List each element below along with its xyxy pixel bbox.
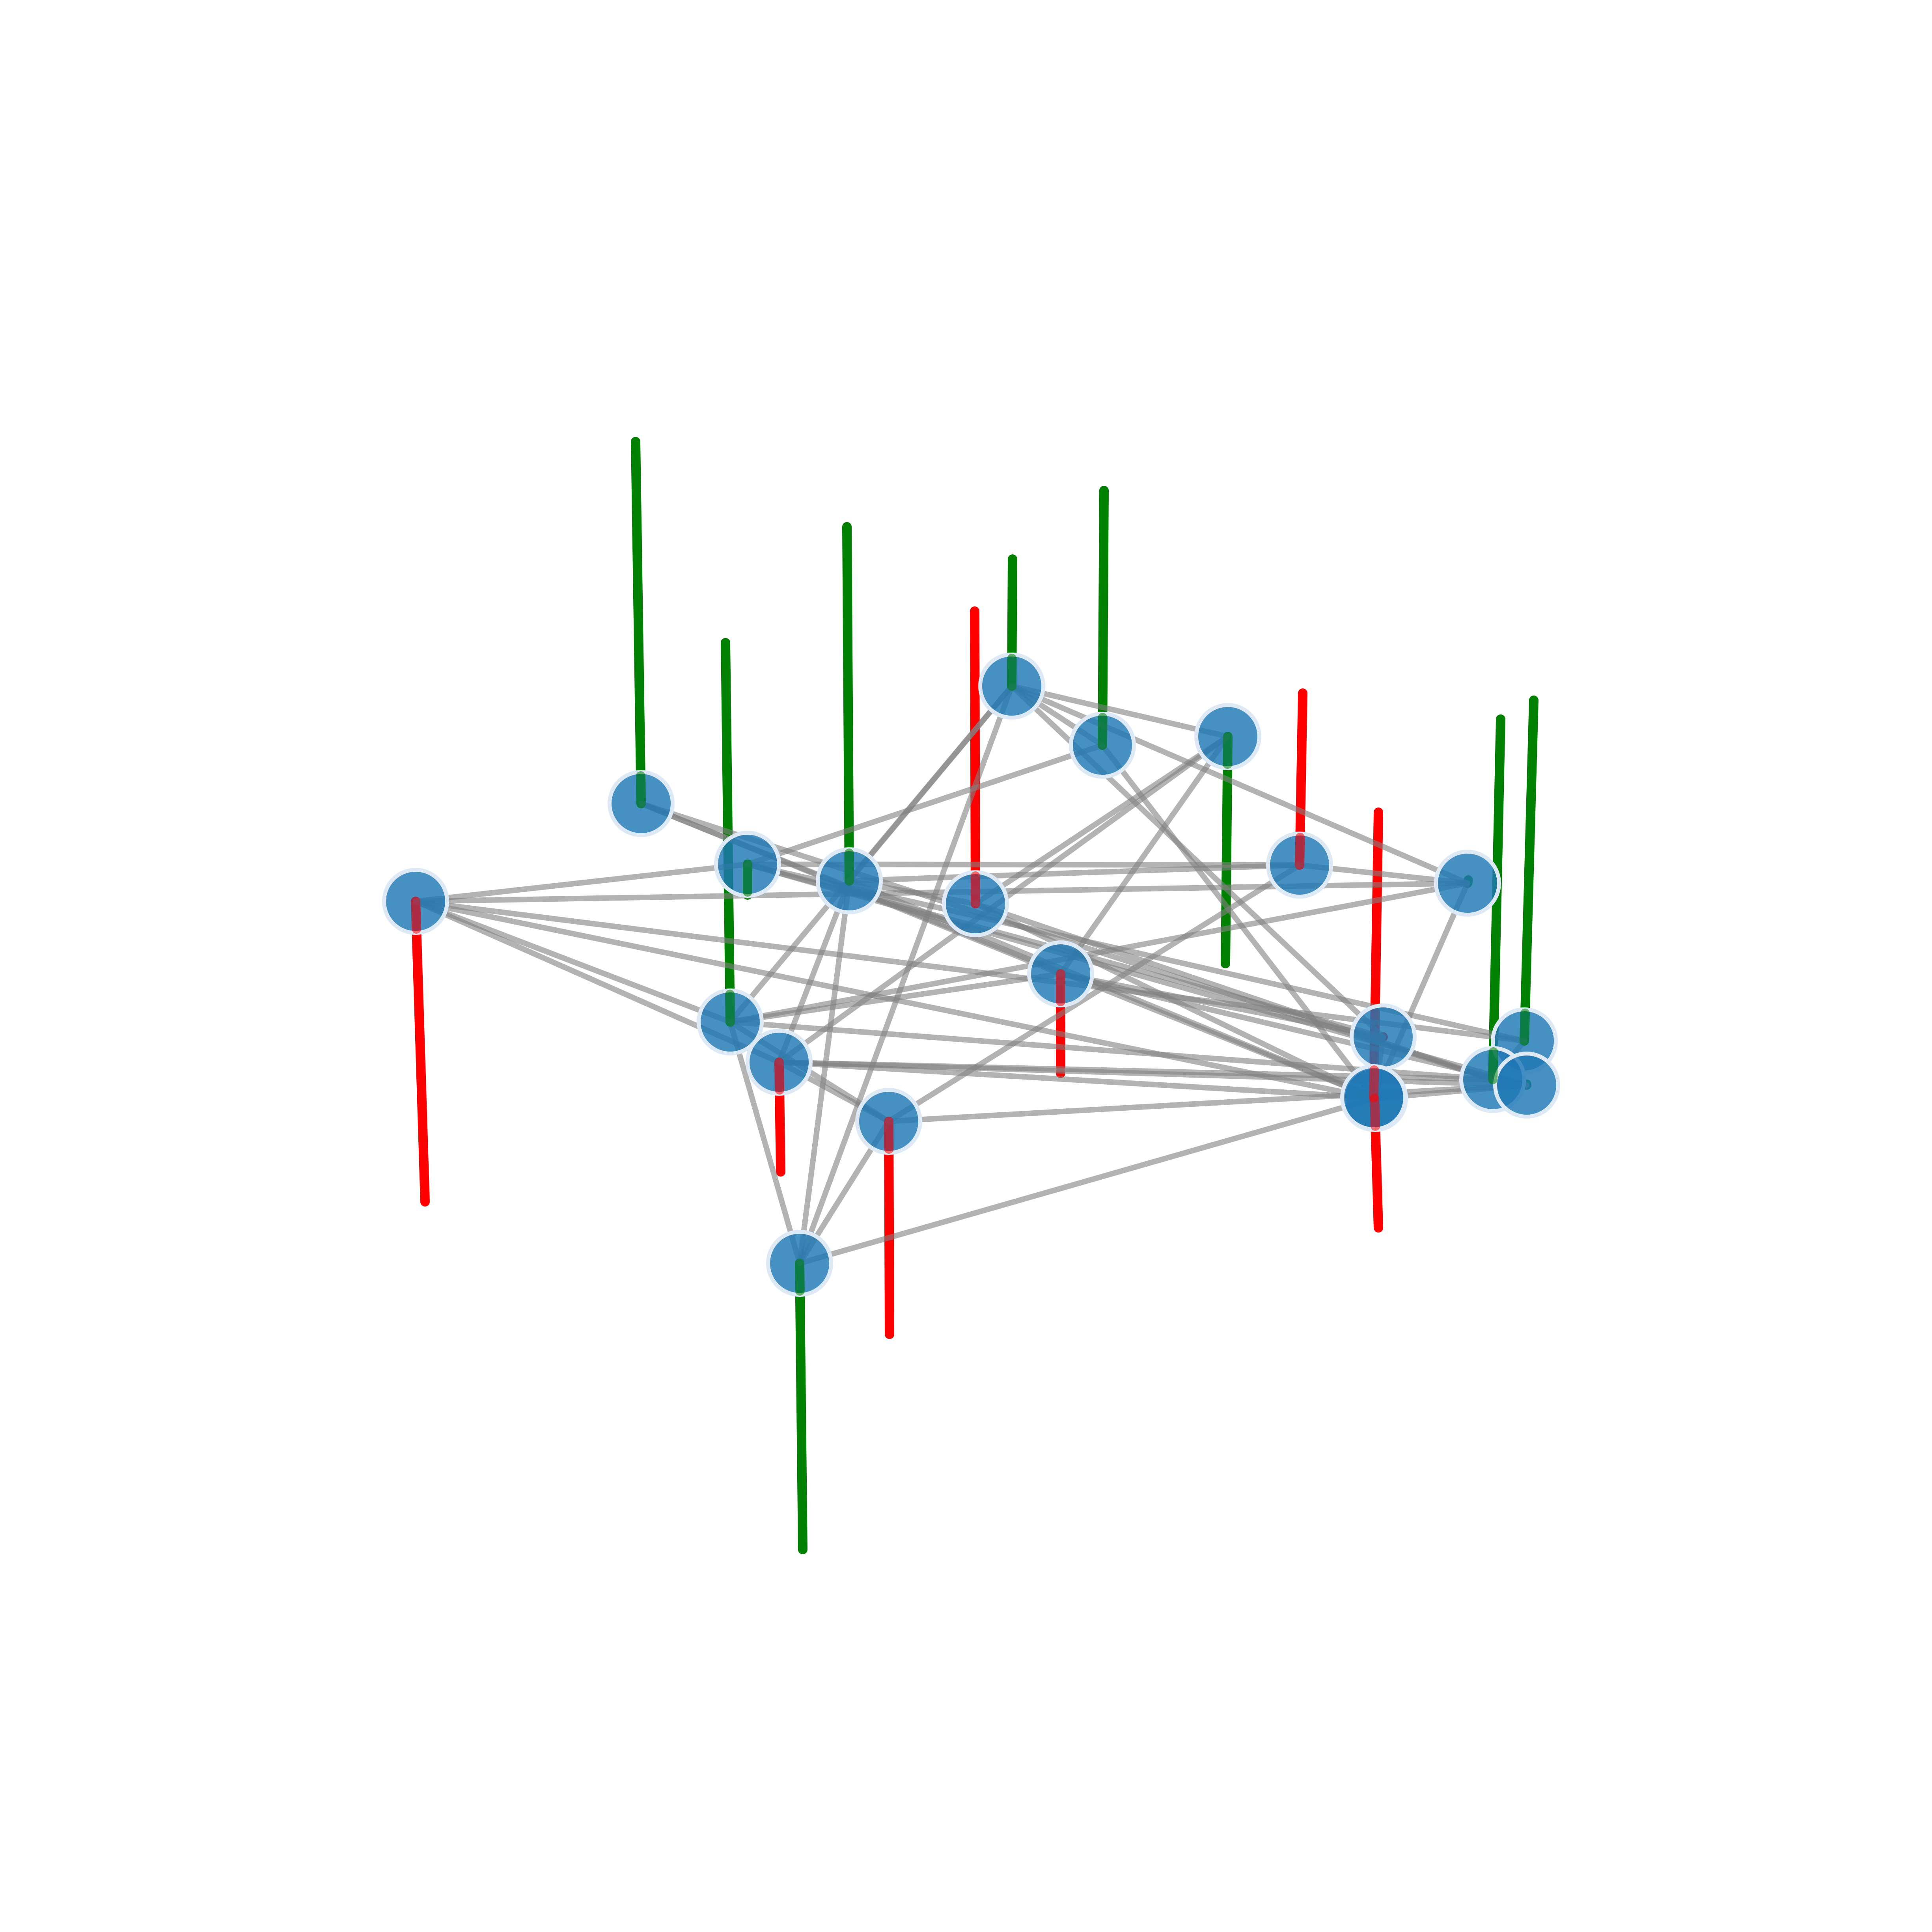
edge-10-20 bbox=[1058, 971, 1529, 1088]
edge-14-16 bbox=[797, 1096, 1377, 1266]
edge-10-11 bbox=[727, 971, 1063, 1025]
edge-1-18 bbox=[413, 899, 1527, 1044]
edge-1-11 bbox=[413, 899, 733, 1025]
node-15 bbox=[1350, 1003, 1417, 1070]
edge-7-10 bbox=[1058, 734, 1231, 977]
edge-6-2 bbox=[745, 742, 1105, 867]
node-9 bbox=[1434, 850, 1501, 917]
edge-9-11 bbox=[727, 880, 1470, 1025]
edge-8-13 bbox=[886, 862, 1302, 1124]
stem-positive-6 bbox=[1098, 486, 1109, 750]
edge-7-5 bbox=[1009, 683, 1231, 739]
edge-11-14 bbox=[727, 1019, 802, 1266]
stem-negative-1 bbox=[411, 897, 430, 1207]
stem-positive-3 bbox=[842, 522, 854, 886]
nodes-layer bbox=[382, 653, 1560, 1297]
stem-positive-0 bbox=[631, 437, 646, 808]
stem-stub-19 bbox=[1488, 1047, 1498, 1084]
stem-stub-12 bbox=[774, 1057, 785, 1095]
edge-5-11 bbox=[727, 683, 1014, 1025]
edge-3-14 bbox=[797, 878, 852, 1266]
edge-8-3 bbox=[847, 862, 1302, 884]
edge-12-17 bbox=[776, 1059, 1376, 1100]
stem-stub-7 bbox=[1223, 732, 1233, 769]
node-20 bbox=[1493, 1052, 1560, 1119]
edge-1-2 bbox=[413, 862, 750, 904]
stem-negative-13 bbox=[884, 1117, 894, 1339]
edge-13-20 bbox=[886, 1082, 1529, 1124]
stem-positive-18 bbox=[1520, 696, 1539, 1046]
stem-stub-16 bbox=[1370, 1094, 1380, 1131]
stem-positive-14 bbox=[795, 1259, 807, 1554]
stem-positive-7 bbox=[1221, 732, 1233, 968]
edge-5-14 bbox=[797, 683, 1014, 1266]
stem-stub-18 bbox=[1520, 1009, 1530, 1046]
